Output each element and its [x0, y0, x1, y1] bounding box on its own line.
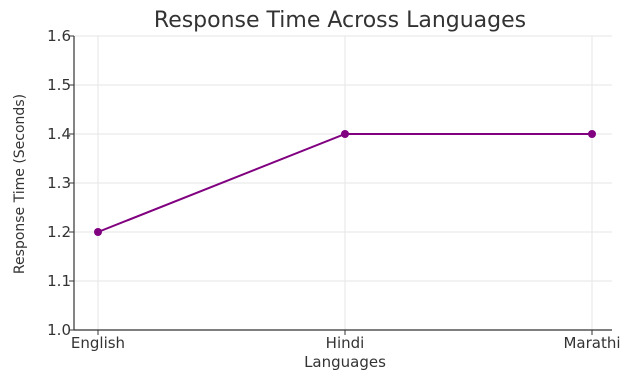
y-tick-label: 1.1 — [47, 272, 71, 290]
x-tick-label: English — [71, 334, 125, 352]
y-tick-label: 1.4 — [47, 125, 71, 143]
y-tick-label: 1.3 — [47, 174, 71, 192]
data-point — [94, 228, 102, 236]
y-tick-label: 1.0 — [47, 321, 71, 339]
y-tick-label: 1.5 — [47, 76, 71, 94]
x-axis-label: Languages — [304, 353, 386, 371]
y-tick-label: 1.2 — [47, 223, 71, 241]
data-point — [588, 130, 596, 138]
chart-title: Response Time Across Languages — [154, 8, 526, 33]
y-axis-label: Response Time (Seconds) — [12, 94, 28, 274]
grid — [74, 35, 612, 331]
x-tick-label: Marathi — [563, 334, 620, 352]
series — [94, 130, 596, 236]
y-tick-label: 1.6 — [47, 27, 71, 45]
x-tick-label: Hindi — [326, 334, 365, 352]
data-point — [341, 130, 349, 138]
ticks: 1.0 1.1 1.2 1.3 1.4 1.5 1.6 English Hindi Marathi — [47, 27, 620, 352]
